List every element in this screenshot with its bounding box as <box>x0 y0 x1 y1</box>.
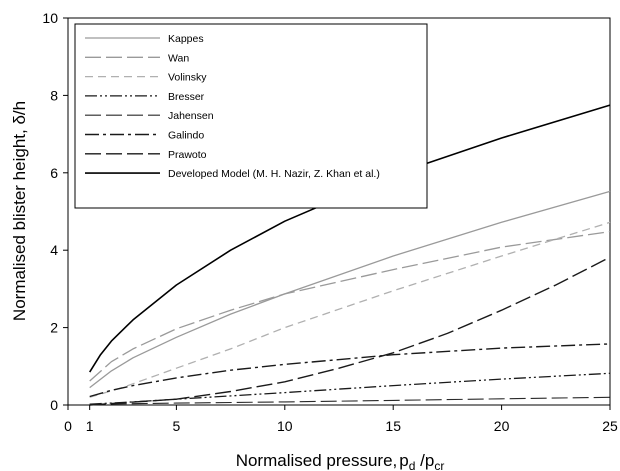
legend-label: Jahensen <box>168 110 214 122</box>
series-line-7 <box>89 256 611 406</box>
series-line-1 <box>89 190 611 389</box>
y-axis-title: Normalised blister height, δ/h <box>10 101 29 321</box>
plot-area <box>67 17 611 406</box>
series-line-4 <box>89 372 611 405</box>
x-tick-label: 15 <box>385 418 401 434</box>
y-tick-label: 6 <box>50 165 58 181</box>
legend-label: Prawoto <box>168 149 207 161</box>
x-tick-label: 0 <box>64 418 72 434</box>
series-line-5 <box>89 396 611 405</box>
y-tick-label: 10 <box>42 10 58 26</box>
series-line-6 <box>89 343 611 398</box>
series-line-2 <box>89 230 611 382</box>
series-line-3 <box>89 221 611 398</box>
y-tick-label: 8 <box>50 87 58 103</box>
x-tick-label: 1 <box>86 418 94 434</box>
y-tick-label: 4 <box>50 242 58 258</box>
y-tick-label: 2 <box>50 320 58 336</box>
series-line-8 <box>89 104 611 373</box>
x-tick-label: 5 <box>173 418 181 434</box>
x-tick-label: 25 <box>602 418 618 434</box>
x-axis-title: Normalised pressure, pd /pcr <box>236 451 445 471</box>
legend-label: Developed Model (M. H. Nazir, Z. Khan et… <box>168 168 380 180</box>
x-tick-label: 20 <box>494 418 510 434</box>
x-tick-label: 10 <box>277 418 293 434</box>
y-tick-label: 0 <box>50 397 58 413</box>
legend-label: Bresser <box>168 91 205 103</box>
legend-box <box>74 23 428 209</box>
legend-label: Wan <box>168 52 189 64</box>
legend-label: Volinsky <box>168 72 207 84</box>
legend-label: Galindo <box>168 130 204 142</box>
legend-label: Kappes <box>168 33 204 45</box>
